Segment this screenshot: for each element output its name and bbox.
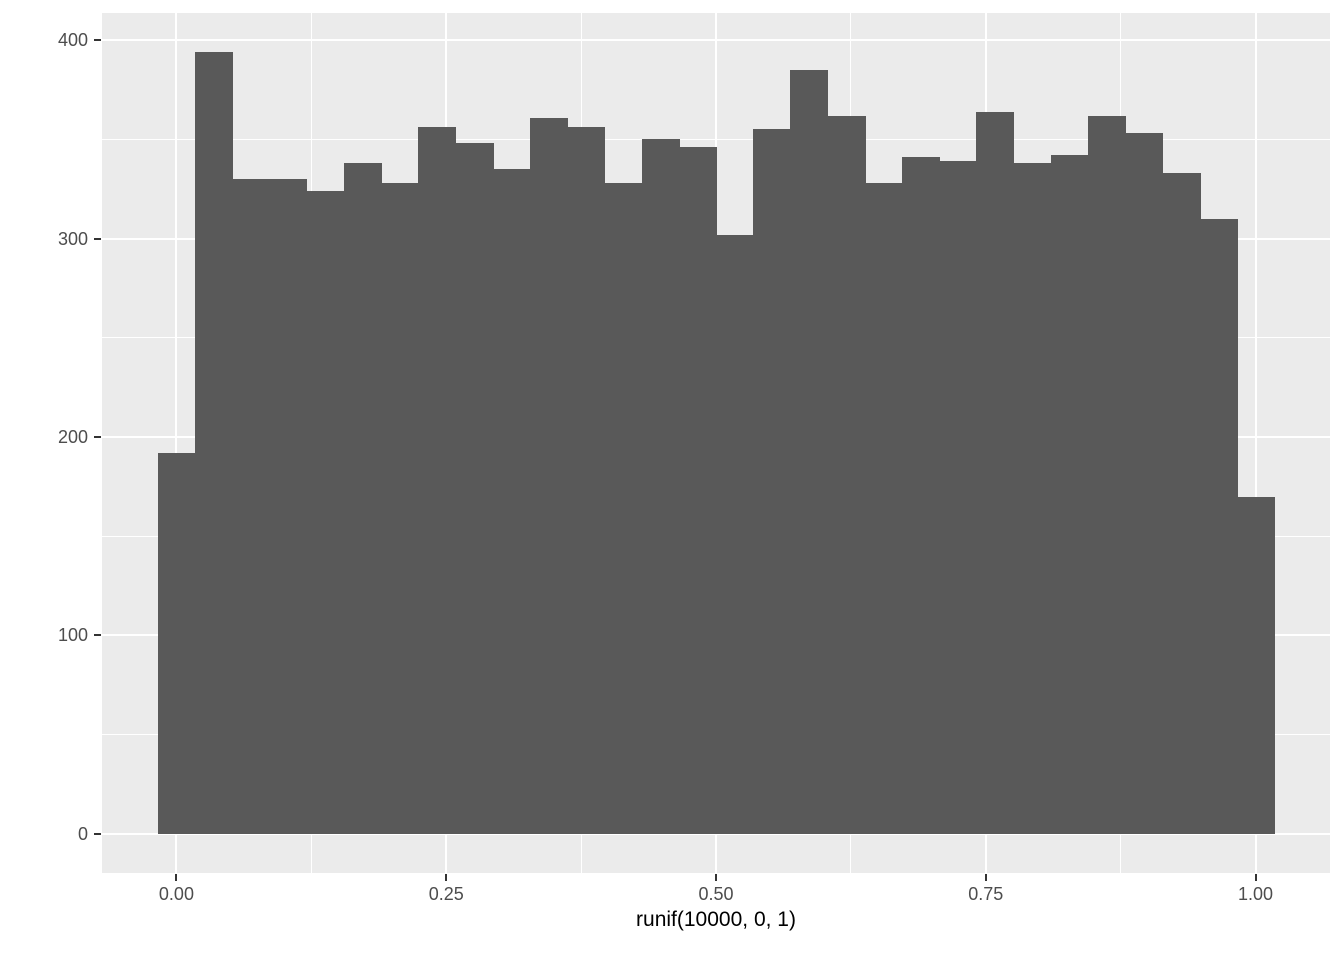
x-tick-mark xyxy=(445,874,448,881)
y-tick-label: 300 xyxy=(57,228,88,249)
x-tick-label: 0.00 xyxy=(158,884,194,904)
gridline-major-horizontal xyxy=(102,832,1330,835)
x-tick-mark xyxy=(715,874,717,881)
histogram-bar xyxy=(343,163,382,834)
x-axis-title: runif(10000, 0, 1) xyxy=(636,908,796,931)
y-tick-label: 200 xyxy=(57,427,88,448)
x-tick-mark xyxy=(984,874,987,881)
y-tick-mark xyxy=(94,237,101,240)
y-tick-mark xyxy=(94,832,101,835)
x-tick-label: 0.75 xyxy=(968,884,1004,904)
y-tick-mark xyxy=(94,436,101,439)
y-tick-label: 400 xyxy=(57,30,88,51)
histogram-bar xyxy=(1199,218,1238,834)
histogram-bar xyxy=(790,69,829,834)
histogram-bar xyxy=(716,234,754,834)
y-tick-label: 100 xyxy=(57,625,88,646)
gridline-major-horizontal xyxy=(102,39,1330,42)
histogram-bar xyxy=(269,179,308,834)
histogram-bar xyxy=(864,183,903,834)
histogram-bar xyxy=(157,452,196,834)
histogram-bar xyxy=(381,183,420,834)
histogram-bar xyxy=(1013,163,1052,834)
histogram-bar xyxy=(455,143,494,834)
histogram-bar xyxy=(492,169,531,834)
histogram-bar xyxy=(678,147,717,834)
histogram-bar xyxy=(976,111,1015,834)
x-tick-label: 0.25 xyxy=(428,884,464,904)
x-tick-mark xyxy=(175,874,178,881)
histogram-bar xyxy=(902,157,941,834)
histogram-bar xyxy=(641,139,680,834)
histogram-bar xyxy=(1125,133,1164,834)
histogram-bar xyxy=(604,183,643,834)
y-tick-label: 0 xyxy=(77,823,88,844)
y-tick-mark xyxy=(94,39,101,42)
histogram-bar xyxy=(753,129,792,834)
x-tick-label: 0.50 xyxy=(698,884,734,904)
x-tick-label: 1.00 xyxy=(1238,884,1274,904)
histogram-bar xyxy=(418,127,457,834)
histogram-bar xyxy=(1236,496,1275,834)
gridline-major-vertical xyxy=(1254,13,1257,873)
x-tick-mark xyxy=(1254,874,1257,881)
histogram-bar xyxy=(529,117,568,834)
histogram-bar xyxy=(1162,173,1201,834)
histogram-bar xyxy=(827,115,866,834)
gridline-major-vertical xyxy=(175,13,178,873)
histogram-bar xyxy=(195,52,234,834)
histogram-bar xyxy=(1050,155,1089,834)
y-tick-mark xyxy=(94,634,101,637)
histogram-bar xyxy=(939,161,978,834)
histogram-bar xyxy=(567,127,606,834)
histogram-bar xyxy=(1088,115,1127,834)
histogram-bar xyxy=(306,190,345,834)
histogram-bar xyxy=(232,179,271,834)
plot-panel xyxy=(102,13,1330,873)
